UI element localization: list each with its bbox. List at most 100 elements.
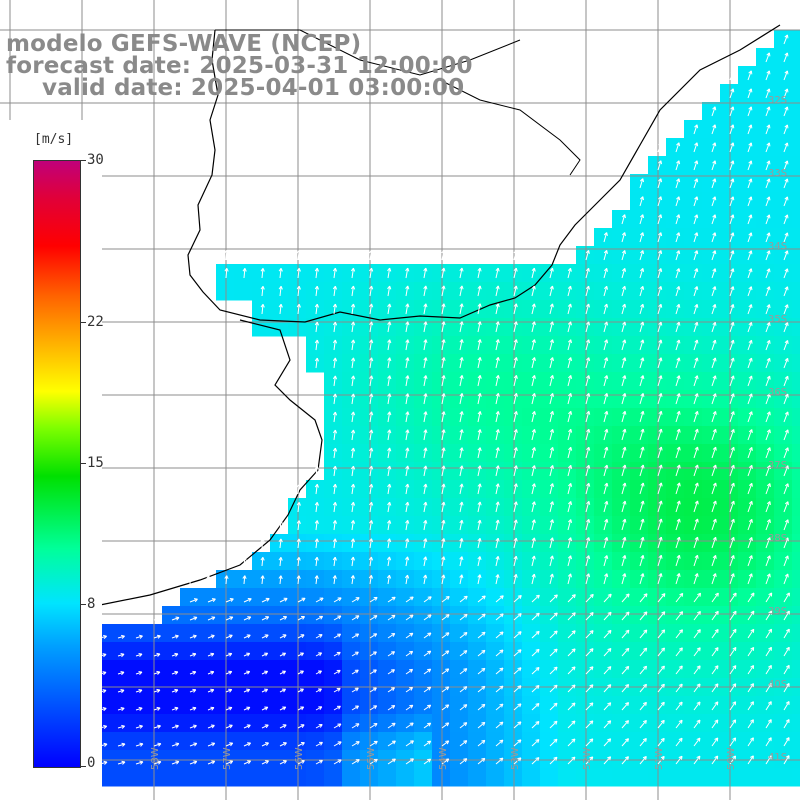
wind-arrow-head [784,178,788,182]
wind-arrow [495,721,504,729]
wind-arrow [351,687,359,693]
wind-arrow-head [477,249,481,254]
wind-arrow-head [696,737,701,741]
wind-arrow [549,429,554,441]
field-cell [630,174,649,193]
field-cell [396,372,415,391]
field-cell [720,300,739,319]
field-cell [648,210,667,229]
wind-arrow-head [423,538,427,542]
field-cell [738,516,757,535]
wind-arrow [315,340,318,351]
wind-arrow-head [603,232,608,236]
field-cell [648,336,667,355]
wind-arrow-head [477,339,481,343]
wind-arrow [657,428,662,441]
wind-arrow-head [477,429,481,433]
wind-arrow-head [586,500,590,505]
field-cell [558,516,577,535]
field-cell [720,336,739,355]
wind-arrow [711,737,719,747]
wind-arrow-head [750,683,754,686]
wind-arrow [639,411,644,423]
wind-arrow-head [387,393,391,397]
wind-arrow-head [676,286,680,290]
field-cell [738,696,757,715]
field-cell [720,228,739,247]
field-cell [324,390,343,409]
wind-arrow [621,446,626,459]
wind-arrow [333,393,336,405]
wind-arrow-head [640,303,644,307]
wind-arrow-head [369,303,372,308]
field-cell [540,768,559,787]
wind-arrow-head [350,465,354,470]
wind-arrow [729,393,735,405]
field-cell [738,642,757,661]
wind-arrow-head [535,739,540,741]
field-cell [486,768,505,787]
wind-arrow [747,683,754,693]
field-cell [522,732,541,751]
field-cell [252,642,271,661]
field-cell [576,480,595,499]
field-cell [504,318,523,337]
field-cell [342,318,361,337]
wind-arrow-head [642,719,647,723]
wind-arrow-head [568,410,572,415]
wind-arrow [639,446,644,459]
wind-arrow-head [730,428,735,433]
wind-arrow [567,429,572,441]
wind-arrow [333,321,336,333]
wind-arrow [639,738,647,747]
wind-arrow-head [296,520,300,524]
field-cell [774,426,793,445]
field-cell [378,624,397,643]
field-cell [234,624,253,643]
field-cell [756,552,775,571]
wind-arrow [603,303,608,315]
wind-arrow-head [730,357,734,361]
wind-arrow [675,446,680,459]
wind-arrow-head [535,666,540,669]
wind-arrow-head [481,613,486,616]
wind-arrow [603,393,608,405]
wind-arrow-head [174,724,179,727]
wind-arrow [621,375,626,387]
wind-arrow [441,465,445,477]
field-cell [432,552,451,571]
wind-arrow-head [549,410,554,415]
wind-arrow [423,483,427,495]
wind-arrow-head [332,375,336,380]
field-cell [774,246,793,265]
field-cell [324,336,343,355]
wind-arrow [513,447,517,459]
wind-arrow [693,683,701,693]
field-cell [288,570,307,589]
wind-arrow [639,321,644,333]
field-cell [774,282,793,301]
field-cell [486,714,505,733]
wind-arrow [531,411,536,423]
field-cell [162,714,181,733]
field-cell [396,516,415,535]
field-cell [540,696,559,715]
field-cell [612,480,631,499]
field-cell [414,426,433,445]
wind-arrow [639,339,644,351]
wind-arrow [333,484,336,495]
wind-arrow-head [748,196,752,200]
field-cell [702,138,721,157]
wind-arrow-head [622,536,626,541]
wind-arrow-head [586,393,590,397]
field-cell [468,336,487,355]
wind-arrow-head [120,706,125,709]
wind-arrow [765,124,770,135]
wind-arrow-head [495,321,499,325]
wind-arrow-head [445,650,449,652]
field-cell [666,516,685,535]
wind-arrow [639,665,647,675]
wind-arrow-head [405,501,409,506]
wind-arrow [405,502,409,513]
